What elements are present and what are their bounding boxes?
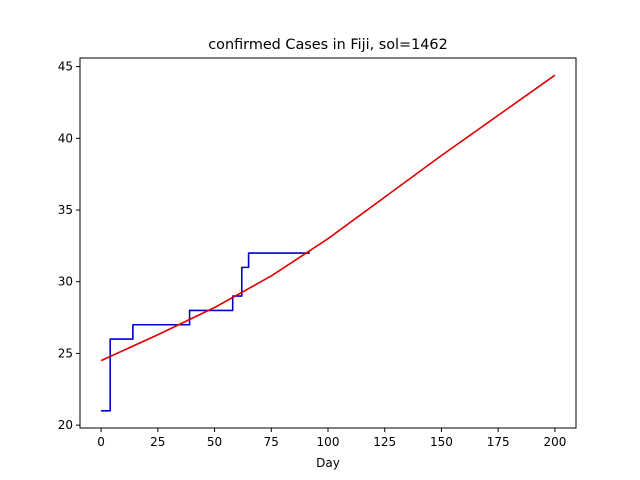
y-tick-label: 25 [58, 346, 73, 360]
x-tick-label: 125 [373, 435, 396, 449]
y-tick-label: 30 [58, 275, 73, 289]
y-axis: 20 25 30 35 40 45 [58, 60, 80, 432]
y-tick-label: 35 [58, 203, 73, 217]
x-tick-label: 50 [207, 435, 222, 449]
y-tick-label: 40 [58, 131, 73, 145]
x-tick-label: 100 [317, 435, 340, 449]
x-tick-label: 75 [264, 435, 279, 449]
series-layer [100, 74, 556, 412]
x-axis: 0 25 50 75 100 125 150 175 200 [97, 428, 566, 449]
chart-title: confirmed Cases in Fiji, sol=1462 [208, 37, 447, 53]
x-tick-label: 0 [97, 435, 105, 449]
y-tick-label: 20 [58, 418, 73, 432]
y-tick-label: 45 [58, 60, 73, 74]
series-fit-line [100, 74, 556, 362]
x-tick-label: 25 [150, 435, 165, 449]
x-axis-label: Day [316, 456, 340, 470]
x-tick-label: 150 [430, 435, 453, 449]
x-tick-label: 175 [487, 435, 510, 449]
series-confirmed-line [101, 252, 310, 412]
x-tick-label: 200 [543, 435, 566, 449]
